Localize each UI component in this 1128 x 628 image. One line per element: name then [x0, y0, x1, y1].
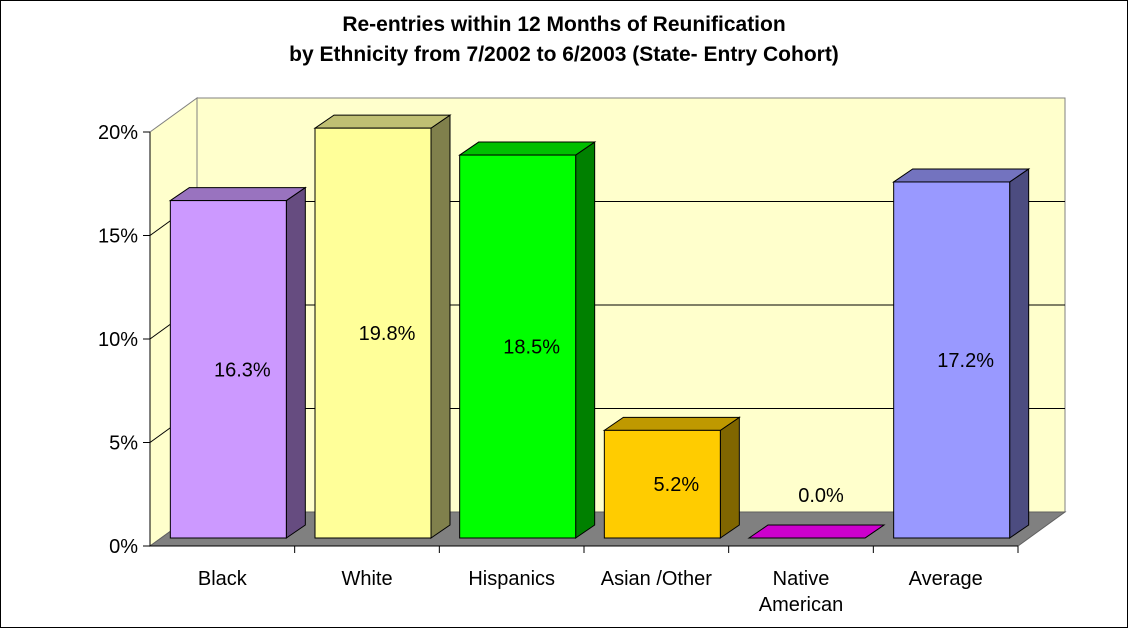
chart-title-line1: Re-entries within 12 Months of Reunifica… [342, 13, 786, 36]
x-tick-label: Hispanics [468, 568, 555, 590]
bar [603, 429, 721, 539]
y-tick-label: 15% [98, 226, 138, 248]
data-label: 19.8% [359, 323, 416, 345]
bar-side [430, 114, 451, 539]
y-tick-label: 10% [98, 329, 138, 351]
bar-side [719, 416, 740, 539]
y-tick-label: 5% [109, 433, 138, 455]
bar [893, 181, 1011, 539]
data-label: 5.2% [654, 474, 700, 496]
x-tick-label: American [759, 594, 843, 616]
bar-top [458, 141, 597, 156]
bar-top [168, 187, 307, 202]
x-tick-label: Average [909, 568, 983, 590]
x-tick-label: Black [198, 568, 248, 590]
data-label: 16.3% [214, 359, 271, 381]
bar-side [285, 186, 306, 539]
bar-top [313, 114, 452, 129]
bar [169, 200, 287, 539]
y-tick-label: 20% [98, 122, 138, 144]
bar [459, 154, 577, 539]
y-tick-label: 0% [109, 536, 138, 558]
bar-top [602, 416, 741, 431]
chart-title-line2: by Ethnicity from 7/2002 to 6/2003 (Stat… [289, 43, 839, 66]
bar-side [1009, 168, 1030, 539]
x-tick-label: Asian /Other [601, 568, 713, 590]
bar-side [575, 141, 596, 539]
data-label: 0.0% [798, 485, 844, 507]
bar-top [747, 524, 886, 539]
bar-top [892, 168, 1031, 183]
x-tick-label: Native [773, 568, 830, 590]
bar [314, 127, 432, 539]
x-tick-label: White [341, 568, 392, 590]
chart-title: Re-entries within 12 Months of Reunifica… [0, 10, 1128, 70]
data-label: 18.5% [503, 337, 560, 359]
data-label: 17.2% [937, 350, 994, 372]
